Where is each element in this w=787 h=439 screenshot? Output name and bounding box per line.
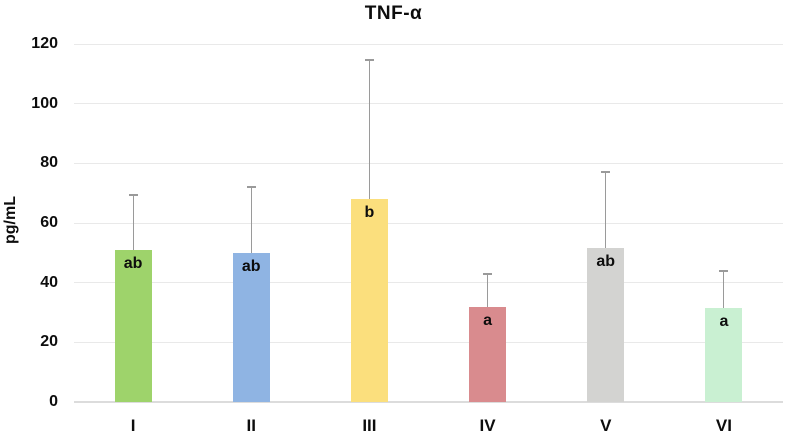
bar-V [587,248,625,402]
x-axis-line [74,401,783,403]
xtick-label-IV: IV [479,416,496,435]
sig-label-VI: a [719,313,729,331]
ytick-label-0: 0 [49,393,58,410]
bar-VI [705,308,743,402]
gridline-80 [74,162,783,164]
ytick-label-100: 100 [31,94,58,112]
sig-label-I: ab [123,254,143,272]
gridline-100 [74,103,783,105]
error-bar-VI [723,270,725,308]
sig-label-IV: a [483,311,493,329]
gridline-40 [74,282,783,284]
ytick-label-80: 80 [40,154,58,172]
sig-label-II: ab [241,257,261,275]
ytick-label-20: 20 [40,333,58,351]
ytick-label-40: 40 [40,273,58,291]
error-bar-II [250,187,252,253]
error-bar-cap-I [128,193,138,196]
xtick-label-V: V [600,416,612,435]
bar-I [114,249,152,402]
error-bar-cap-II [246,186,256,189]
bar-II [232,252,270,402]
bar-III [350,199,388,402]
sig-label-III: b [364,204,375,222]
error-bar-cap-V [601,171,611,174]
gridline-120 [74,43,783,45]
error-bar-cap-IV [483,272,493,275]
error-bar-V [605,172,607,249]
ytick-label-60: 60 [40,214,58,231]
gridline-60 [74,222,783,224]
gridline-20 [74,341,783,343]
ytick-label-120: 120 [31,35,58,52]
bar-IV [469,306,507,402]
xtick-label-VI: VI [715,416,732,435]
error-bar-III [368,60,370,200]
xtick-label-II: II [246,416,256,435]
xtick-label-I: I [130,416,136,435]
error-bar-IV [487,273,489,307]
sig-label-V: ab [596,253,616,271]
error-bar-I [132,194,134,250]
error-bar-cap-VI [719,269,729,272]
error-bar-cap-III [364,59,374,62]
chart-title: TNF-α [364,3,423,24]
xtick-label-III: III [362,416,377,435]
